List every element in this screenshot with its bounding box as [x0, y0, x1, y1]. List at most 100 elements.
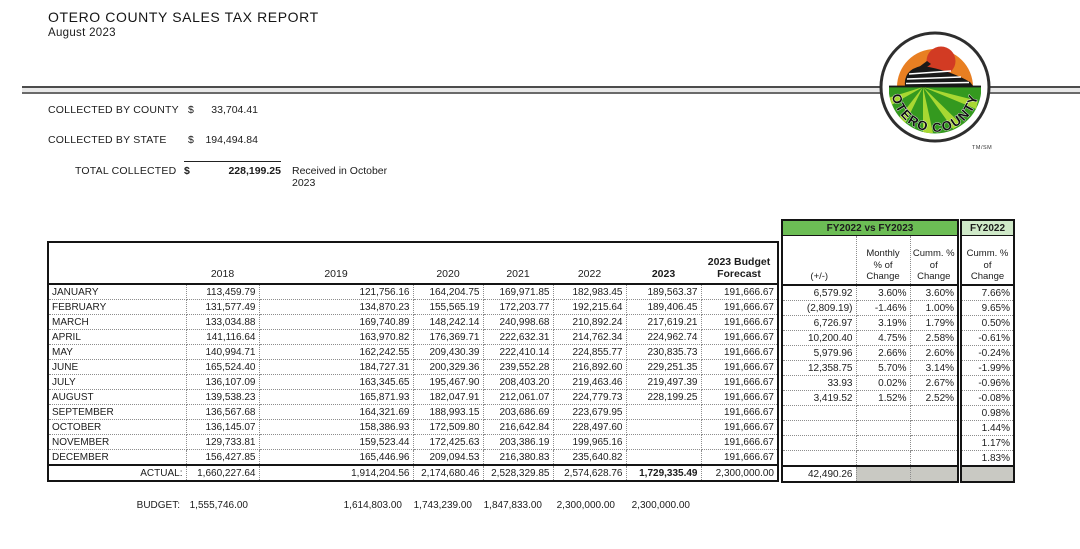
fy-value-cell: 3.14% [910, 360, 959, 376]
value-cell: 230,835.73 [626, 344, 702, 360]
value-cell: 208,403.20 [483, 374, 554, 390]
budget-value-cell: 1,555,746.00 [189, 500, 248, 511]
value-cell: 164,321.69 [259, 404, 414, 420]
fy-value-cell: 3.60% [910, 285, 959, 301]
collected-by-state-amount: 194,494.84 [205, 134, 258, 146]
fy2022-row: 0.98% [961, 405, 1015, 421]
value-cell: 163,345.65 [259, 374, 414, 390]
value-cell: 141,116.64 [186, 329, 260, 345]
fy-row: 6,579.92 3.60% 3.60% [782, 285, 959, 301]
fy-value-cell: 1.52% [856, 390, 911, 406]
cumm-pct-header: Cumm. % of Change [910, 235, 959, 286]
value-cell: 189,406.45 [626, 299, 702, 315]
value-cell: 148,242.14 [413, 314, 484, 330]
value-cell: 169,740.89 [259, 314, 414, 330]
month-row: JANUARY 113,459.79 121,756.16 164,204.75 169… [48, 284, 779, 300]
sales-tax-table: 2018 2019 2020 2021 2022 2023 2023 Budget Fore… [47, 241, 779, 482]
value-cell: 224,855.77 [553, 344, 627, 360]
shaded-cell [910, 465, 959, 483]
value-cell: 216,642.84 [483, 419, 554, 435]
month-label: JUNE [48, 359, 187, 375]
value-cell: 228,497.60 [553, 419, 627, 435]
fy-value-cell: 1.00% [910, 300, 959, 316]
value-cell: 191,666.67 [701, 374, 779, 390]
month-row: NOVEMBER 129,733.81 159,523.44 172,425.63 20… [48, 434, 779, 450]
fy2022-header: FY2022 [961, 220, 1014, 236]
value-cell: 191,666.67 [701, 449, 779, 466]
year-header: 2018 [186, 242, 259, 285]
fy-row: 33.93 0.02% 2.67% [782, 375, 959, 391]
value-cell: 129,733.81 [186, 434, 260, 450]
value-cell: 191,666.67 [701, 389, 779, 405]
value-cell: 191,666.67 [701, 284, 779, 300]
fy-actual-diff-cell: 42,490.26 [782, 465, 857, 483]
value-cell: 239,552.28 [483, 359, 554, 375]
fy-row: 6,726.97 3.19% 1.79% [782, 315, 959, 331]
budget-label: BUDGET: [136, 500, 180, 511]
value-cell: 134,870.23 [259, 299, 414, 315]
fy-value-cell: 3.19% [856, 315, 911, 331]
fy2022-row: 1.17% [961, 435, 1015, 451]
fy-row [782, 435, 959, 451]
actual-value-cell: 1,660,227.64 [186, 464, 260, 482]
value-cell: 155,565.19 [413, 299, 484, 315]
value-cell: 191,666.67 [701, 404, 779, 420]
fy-value-cell [856, 450, 911, 467]
value-cell: 191,666.67 [701, 314, 779, 330]
fy-actual-row: 42,490.26 [782, 465, 959, 483]
value-cell: 156,427.85 [186, 449, 260, 466]
actual-value-cell: 2,300,000.00 [701, 464, 779, 482]
year-header: 2019 [259, 242, 413, 285]
fy-row: 12,358.75 5.70% 3.14% [782, 360, 959, 376]
value-cell: 222,410.14 [483, 344, 554, 360]
value-cell: 212,061.07 [483, 389, 554, 405]
actual-value-cell: 2,174,680.46 [413, 464, 484, 482]
total-collected-amount-box: $ 228,199.25 [184, 161, 281, 177]
month-column-header [48, 242, 186, 285]
fy-value-cell [782, 420, 857, 436]
fy2022-value-cell: 1.17% [961, 435, 1015, 451]
trademark-label: TM/SM [972, 145, 993, 151]
collected-by-state-row: COLLECTED BY STATE $ 194,494.84 [0, 134, 400, 148]
fy-value-cell: 3,419.52 [782, 390, 857, 406]
actual-value-cell: 2,574,628.76 [553, 464, 627, 482]
fy-value-cell: 5.70% [856, 360, 911, 376]
fy-value-cell: 2.52% [910, 390, 959, 406]
fy2022-value-cell: -0.24% [961, 345, 1015, 361]
fy2022-value-cell: -0.96% [961, 375, 1015, 391]
actual-value-cell: 1,729,335.49 [626, 464, 702, 482]
fy2022-value-cell: 0.98% [961, 405, 1015, 421]
fy-row [782, 450, 959, 467]
fy2022-row: -0.08% [961, 390, 1015, 406]
fy-value-cell [856, 435, 911, 451]
fy-value-cell: 2.60% [910, 345, 959, 361]
fy-value-cell: 6,579.92 [782, 285, 857, 301]
value-cell: 191,666.67 [701, 434, 779, 450]
value-cell: 140,994.71 [186, 344, 260, 360]
value-cell: 184,727.31 [259, 359, 414, 375]
report-month: August 2023 [48, 27, 116, 39]
value-cell: 219,497.39 [626, 374, 702, 390]
month-row: DECEMBER 156,427.85 165,446.96 209,094.53 21… [48, 449, 779, 466]
fy2022-row: -1.99% [961, 360, 1015, 376]
month-label: OCTOBER [48, 419, 187, 435]
value-cell: 235,640.82 [553, 449, 627, 466]
fy2022-cumm-pct-header: Cumm. % of Change [961, 235, 1015, 286]
value-cell: 199,965.16 [553, 434, 627, 450]
fy-value-cell [856, 405, 911, 421]
value-cell: 191,666.67 [701, 344, 779, 360]
value-cell: 165,524.40 [186, 359, 260, 375]
actual-row: ACTUAL: 1,660,227.64 1,914,204.56 2,174,680… [48, 464, 779, 482]
value-cell: 228,199.25 [626, 389, 702, 405]
value-cell: 182,047.91 [413, 389, 484, 405]
fy-value-cell: 0.02% [856, 375, 911, 391]
value-cell: 163,970.82 [259, 329, 414, 345]
fy2022-row: 1.44% [961, 420, 1015, 436]
month-label: JANUARY [48, 284, 187, 300]
value-cell: 191,666.67 [701, 329, 779, 345]
fy2022-row: 1.83% [961, 450, 1015, 467]
fy2022-row: 0.50% [961, 315, 1015, 331]
value-cell: 188,993.15 [413, 404, 484, 420]
value-cell: 195,467.90 [413, 374, 484, 390]
value-cell: 229,251.35 [626, 359, 702, 375]
